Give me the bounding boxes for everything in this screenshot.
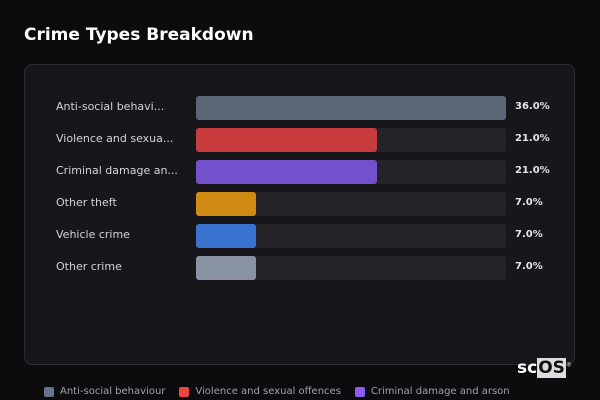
legend-swatch [44, 386, 54, 397]
value-label: 7.0% [515, 261, 543, 272]
category-label: Anti-social behavi... [56, 100, 165, 113]
bar[interactable] [196, 160, 377, 184]
value-label: 21.0% [515, 133, 550, 144]
bar-track [196, 128, 506, 152]
bar-row: Criminal damage an... 21.0% [25, 160, 574, 184]
bar-track [196, 192, 506, 216]
category-label: Vehicle crime [56, 228, 130, 241]
value-label: 7.0% [515, 197, 543, 208]
scos-logo: scOS® [517, 358, 572, 378]
bar-row: Violence and sexua... 21.0% [25, 128, 574, 152]
legend-item[interactable]: Anti-social behaviour [44, 386, 165, 397]
logo-text-box: OS [537, 358, 566, 378]
legend-swatch [354, 386, 365, 397]
category-label: Other crime [56, 260, 122, 273]
bar-row: Other theft 7.0% [25, 192, 574, 216]
bar-row: Vehicle crime 7.0% [25, 224, 574, 248]
category-label: Other theft [56, 196, 117, 209]
bar-track [196, 96, 506, 120]
legend-item[interactable]: Criminal damage and arson [354, 386, 510, 397]
legend-label: Criminal damage and arson [370, 386, 510, 397]
chart-card: Anti-social behavi... 36.0% Violence and … [24, 64, 575, 365]
legend-label: Anti-social behaviour [60, 386, 166, 397]
value-label: 7.0% [515, 229, 543, 240]
logo-mark: ® [565, 361, 572, 369]
value-label: 36.0% [515, 101, 550, 112]
bar-track [196, 224, 506, 248]
bar-row: Anti-social behavi... 36.0% [25, 96, 574, 120]
chart-title: Crime Types Breakdown [24, 25, 254, 45]
bar[interactable] [196, 128, 377, 152]
bar[interactable] [196, 96, 506, 120]
category-label: Criminal damage an... [56, 164, 178, 177]
legend-label: Violence and sexual offences [195, 386, 341, 397]
bar-track [196, 160, 506, 184]
bar-track [196, 256, 506, 280]
legend-item[interactable]: Violence and sexual offences [179, 386, 341, 397]
category-label: Violence and sexua... [56, 132, 174, 145]
bar[interactable] [196, 192, 257, 216]
logo-text: sc [517, 358, 538, 378]
legend-swatch [179, 386, 190, 397]
bar[interactable] [196, 224, 257, 248]
bar[interactable] [196, 256, 257, 280]
value-label: 21.0% [515, 165, 550, 176]
legend: Anti-social behaviour Violence and sexual… [44, 386, 510, 397]
bar-row: Other crime 7.0% [25, 256, 574, 280]
